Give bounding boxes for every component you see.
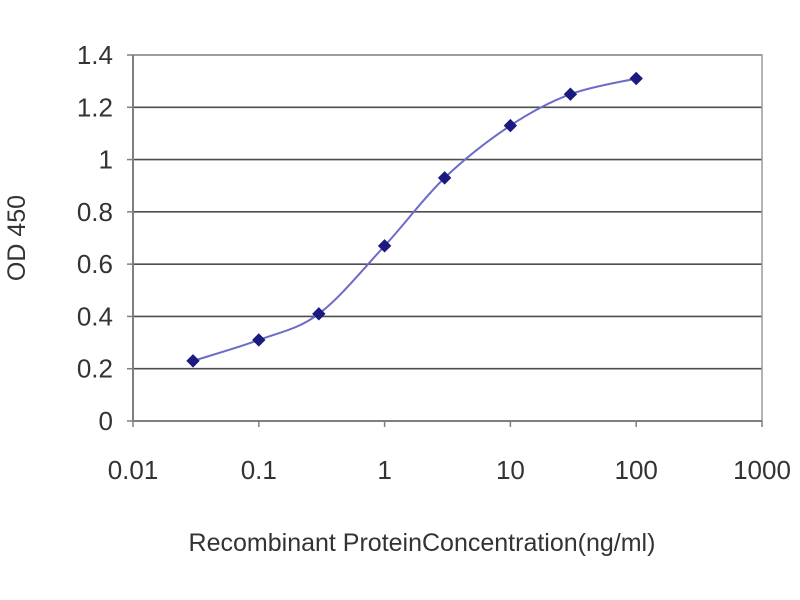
series-0-point-6 <box>563 87 578 101</box>
x-tick-label-5: 1000 <box>733 455 791 485</box>
x-tick-label-3: 10 <box>496 455 525 485</box>
y-axis-title: OD 450 <box>3 195 31 281</box>
plot-area-border <box>132 54 763 422</box>
y-tick-label-3: 0.6 <box>77 249 113 279</box>
series-0-point-3 <box>377 239 392 253</box>
x-axis-title: Recombinant ProteinConcentration(ng/ml) <box>189 529 656 557</box>
y-tick-label-5: 1 <box>99 145 113 175</box>
x-tick-label-2: 1 <box>377 455 391 485</box>
series-0-point-2 <box>312 307 326 321</box>
series-0-point-1 <box>252 333 266 347</box>
x-tick-label-0: 0.01 <box>108 455 159 485</box>
y-tick-label-1: 0.2 <box>77 354 113 384</box>
y-tick-label-7: 1.4 <box>77 40 113 70</box>
series-0-line <box>192 77 637 362</box>
y-tick-label-4: 0.8 <box>77 197 113 227</box>
x-tick-label-4: 100 <box>615 455 658 485</box>
y-tick-label-0: 0 <box>99 406 113 436</box>
grid-layer <box>133 54 762 370</box>
x-tick-label-1: 0.1 <box>241 455 277 485</box>
tick-layer: 0 0.2 0.4 0.6 0.8 1 1.2 1.4 0.01 0.1 1 10 100 1000 <box>77 40 791 485</box>
y-tick-label-6: 1.2 <box>77 92 113 122</box>
series-layer <box>186 71 643 368</box>
series-0-point-5 <box>503 118 518 133</box>
series-0-point-4 <box>437 171 452 185</box>
series-0-point-0 <box>186 354 200 368</box>
series-0-point-7 <box>629 71 643 86</box>
y-tick-label-2: 0.4 <box>77 301 113 331</box>
